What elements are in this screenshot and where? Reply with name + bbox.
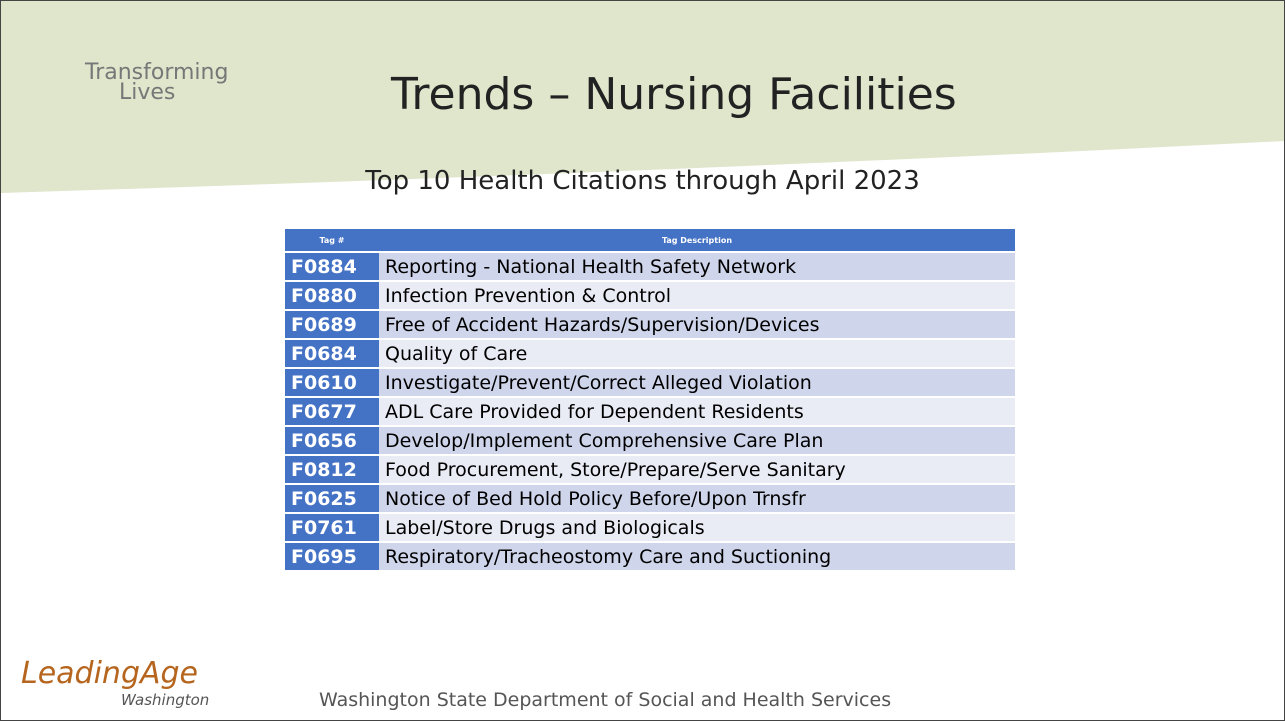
tag-code: F0689 bbox=[285, 311, 379, 338]
column-header: Tag # bbox=[285, 229, 379, 251]
tag-code: F0761 bbox=[285, 514, 379, 541]
tag-description: Free of Accident Hazards/Supervision/Dev… bbox=[379, 311, 1015, 338]
tag-code: F0812 bbox=[285, 456, 379, 483]
tag-description: Respiratory/Tracheostomy Care and Suctio… bbox=[379, 543, 1015, 570]
tag-code: F0884 bbox=[285, 253, 379, 280]
citations-table: Tag # Tag Description F0884 Reporting - Nat… bbox=[285, 227, 1015, 572]
row: F0610 Investigate/Prevent/Correct Alleged… bbox=[285, 369, 1015, 396]
tag-description: Reporting - National Health Safety Netwo… bbox=[379, 253, 1015, 280]
row: F0695 Respiratory/Tracheostomy Care and S… bbox=[285, 543, 1015, 570]
tag-code: F0695 bbox=[285, 543, 379, 570]
row: F0684 Quality of Care bbox=[285, 340, 1015, 367]
row: F0761 Label/Store Drugs and Biologicals bbox=[285, 514, 1015, 541]
tag-code: F0625 bbox=[285, 485, 379, 512]
row: F0812 Food Procurement, Store/Prepare/Ser… bbox=[285, 456, 1015, 483]
tag-code: F0656 bbox=[285, 427, 379, 454]
tag-description: Label/Store Drugs and Biologicals bbox=[379, 514, 1015, 541]
tag-code: F0677 bbox=[285, 398, 379, 425]
brand: Transforming Lives bbox=[85, 60, 229, 105]
tag-description: Notice of Bed Hold Policy Before/Upon Tr… bbox=[379, 485, 1015, 512]
tag-description: Develop/Implement Comprehensive Care Pla… bbox=[379, 427, 1015, 454]
logo-sub: Washington bbox=[121, 691, 210, 709]
org: Washington State Department of Social an… bbox=[319, 689, 892, 711]
column-header: Tag Description bbox=[379, 229, 1015, 251]
brand-sub: Lives bbox=[119, 80, 176, 105]
header-band bbox=[1, 1, 1284, 193]
row: F0884 Reporting - National Health Safety … bbox=[285, 253, 1015, 280]
title: Trends – Nursing Facilities bbox=[391, 69, 957, 120]
tag-description: Infection Prevention & Control bbox=[379, 282, 1015, 309]
tag-description: Food Procurement, Store/Prepare/Serve Sa… bbox=[379, 456, 1015, 483]
tag-code: F0610 bbox=[285, 369, 379, 396]
subtitle: Top 10 Health Citations through April 20… bbox=[365, 166, 920, 196]
logo: LeadingAge bbox=[21, 656, 199, 691]
row: F0656 Develop/Implement Comprehensive Car… bbox=[285, 427, 1015, 454]
tag-description: Investigate/Prevent/Correct Alleged Viol… bbox=[379, 369, 1015, 396]
tag-code: F0880 bbox=[285, 282, 379, 309]
tag-description: Quality of Care bbox=[379, 340, 1015, 367]
row: F0677 ADL Care Provided for Dependent Res… bbox=[285, 398, 1015, 425]
tag-description: ADL Care Provided for Dependent Resident… bbox=[379, 398, 1015, 425]
row: F0880 Infection Prevention & Control bbox=[285, 282, 1015, 309]
row: F0625 Notice of Bed Hold Policy Before/Up… bbox=[285, 485, 1015, 512]
tag-code: F0684 bbox=[285, 340, 379, 367]
brand-text: Transforming bbox=[85, 60, 229, 85]
row: F0689 Free of Accident Hazards/Supervisio… bbox=[285, 311, 1015, 338]
